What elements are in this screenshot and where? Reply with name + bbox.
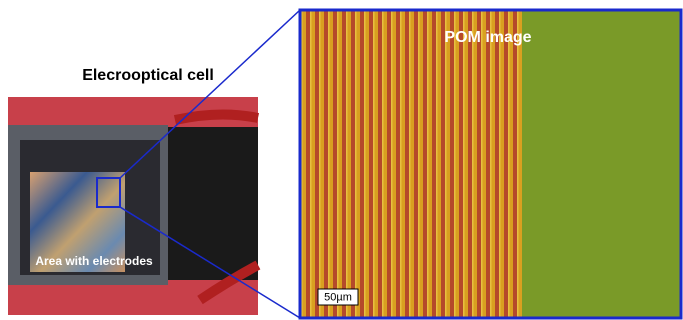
scale-bar-label: 50µm bbox=[324, 291, 352, 303]
cell-photo: Area with electrodes bbox=[8, 97, 258, 315]
uniform-domain bbox=[522, 10, 681, 318]
area-label: Area with electrodes bbox=[35, 254, 153, 268]
striped-domain bbox=[300, 10, 522, 318]
page: Area with electrodes Elecrooptical cell … bbox=[0, 0, 683, 320]
pom-image: POM image 50µm bbox=[300, 10, 681, 318]
figure: Area with electrodes Elecrooptical cell … bbox=[0, 0, 683, 320]
pom-title: POM image bbox=[444, 29, 531, 46]
left-title: Elecrooptical cell bbox=[82, 67, 214, 84]
